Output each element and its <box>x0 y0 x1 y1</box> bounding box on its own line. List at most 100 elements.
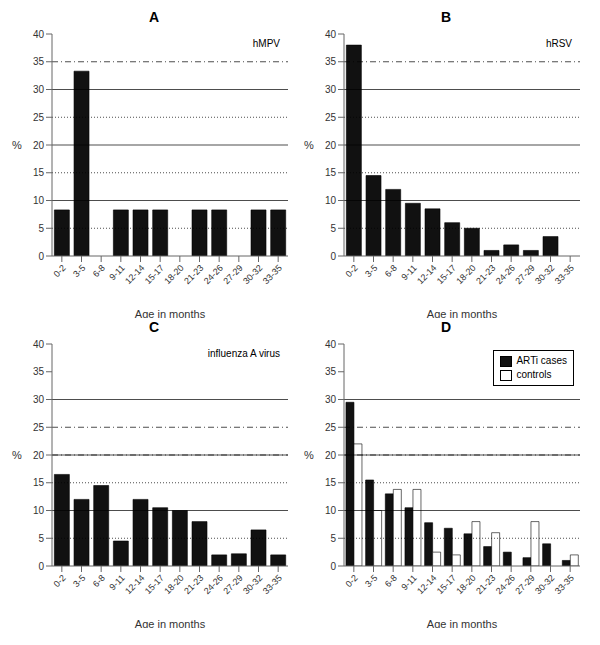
svg-text:18-20: 18-20 <box>454 263 477 286</box>
svg-text:21-23: 21-23 <box>182 263 205 286</box>
svg-text:10: 10 <box>325 195 337 206</box>
svg-text:30: 30 <box>33 394 45 405</box>
svg-text:18-20: 18-20 <box>162 263 185 286</box>
svg-text:9-11: 9-11 <box>107 572 127 593</box>
svg-text:3-5: 3-5 <box>71 573 87 589</box>
svg-text:15-17: 15-17 <box>143 573 166 596</box>
html-text:A: A <box>148 9 160 25</box>
svg-text:24-26: 24-26 <box>202 573 225 596</box>
svg-text:15-17: 15-17 <box>435 573 458 596</box>
html-text:D: D <box>440 319 452 335</box>
svg-text:5: 5 <box>330 533 336 544</box>
svg-text:35: 35 <box>33 366 45 377</box>
svg-text:33-35: 33-35 <box>261 263 284 286</box>
svg-text:20: 20 <box>325 450 337 461</box>
svg-text:33-35: 33-35 <box>553 573 576 596</box>
svg-text:0-2: 0-2 <box>51 263 67 279</box>
svg-text:30-32: 30-32 <box>533 573 556 596</box>
svg-text:27-29: 27-29 <box>221 263 244 286</box>
svg-text:0: 0 <box>330 251 336 262</box>
svg-text:15: 15 <box>325 167 337 178</box>
html-text:ARTi cases: ARTi cases <box>516 355 567 366</box>
svg-text:21-23: 21-23 <box>474 263 497 286</box>
svg-text:6-8: 6-8 <box>91 263 107 279</box>
svg-text:25: 25 <box>33 112 45 123</box>
svg-text:18-20: 18-20 <box>454 573 477 596</box>
svg-text:Age in months: Age in months <box>135 618 206 628</box>
svg-text:3-5: 3-5 <box>363 263 379 279</box>
svg-text:10: 10 <box>325 505 337 516</box>
svg-text:20: 20 <box>325 140 337 151</box>
svg-text:0-2: 0-2 <box>343 263 359 279</box>
svg-text:5: 5 <box>330 223 336 234</box>
svg-text:27-29: 27-29 <box>221 573 244 596</box>
svg-text:5: 5 <box>38 223 44 234</box>
svg-text:12-14: 12-14 <box>415 573 438 596</box>
html-text:C: C <box>148 319 160 335</box>
svg-text:0: 0 <box>330 561 336 572</box>
svg-text:24-26: 24-26 <box>494 263 517 286</box>
svg-text:12-14: 12-14 <box>415 263 438 286</box>
svg-text:5: 5 <box>38 533 44 544</box>
svg-text:Age in months: Age in months <box>135 308 206 318</box>
svg-text:9-11: 9-11 <box>399 262 419 283</box>
svg-text:15: 15 <box>33 167 45 178</box>
svg-text:24-26: 24-26 <box>494 573 517 596</box>
svg-text:25: 25 <box>33 422 45 433</box>
svg-text:33-35: 33-35 <box>261 573 284 596</box>
svg-text:25: 25 <box>325 112 337 123</box>
svg-text:30-32: 30-32 <box>241 573 264 596</box>
html-text:hMPV: hMPV <box>252 38 280 49</box>
svg-text:18-20: 18-20 <box>162 573 185 596</box>
svg-text:24-26: 24-26 <box>202 263 225 286</box>
svg-text:0: 0 <box>38 561 44 572</box>
svg-text:40: 40 <box>33 29 45 40</box>
svg-text:0-2: 0-2 <box>343 573 359 589</box>
svg-text:27-29: 27-29 <box>513 573 536 596</box>
svg-text:33-35: 33-35 <box>553 263 576 286</box>
svg-text:35: 35 <box>325 56 337 67</box>
svg-text:40: 40 <box>325 29 337 40</box>
svg-text:6-8: 6-8 <box>91 573 107 589</box>
svg-text:Age in months: Age in months <box>427 618 498 628</box>
svg-text:15: 15 <box>33 477 45 488</box>
svg-text:15-17: 15-17 <box>143 263 166 286</box>
svg-text:30: 30 <box>325 394 337 405</box>
svg-text:20: 20 <box>33 450 45 461</box>
svg-text:21-23: 21-23 <box>474 573 497 596</box>
html-text:B: B <box>440 9 452 25</box>
svg-text:35: 35 <box>33 56 45 67</box>
svg-text:0-2: 0-2 <box>51 573 67 589</box>
svg-text:30-32: 30-32 <box>241 263 264 286</box>
svg-text:10: 10 <box>33 505 45 516</box>
svg-text:20: 20 <box>33 140 45 151</box>
svg-text:6-8: 6-8 <box>383 263 399 279</box>
svg-text:0: 0 <box>38 251 44 262</box>
svg-text:10: 10 <box>33 195 45 206</box>
svg-text:9-11: 9-11 <box>107 262 127 283</box>
svg-text:3-5: 3-5 <box>363 573 379 589</box>
svg-text:25: 25 <box>325 422 337 433</box>
html-text:influenza A virus: influenza A virus <box>207 348 280 359</box>
svg-text:12-14: 12-14 <box>123 573 146 596</box>
svg-text:9-11: 9-11 <box>399 572 419 593</box>
svg-text:27-29: 27-29 <box>513 263 536 286</box>
svg-text:35: 35 <box>325 366 337 377</box>
svg-text:%: % <box>304 449 314 461</box>
svg-text:40: 40 <box>325 339 337 350</box>
html-text:hRSV: hRSV <box>545 38 572 49</box>
svg-text:%: % <box>12 139 22 151</box>
svg-text:3-5: 3-5 <box>71 263 87 279</box>
svg-text:40: 40 <box>33 339 45 350</box>
svg-text:15: 15 <box>325 477 337 488</box>
svg-text:30: 30 <box>325 84 337 95</box>
svg-text:Age in months: Age in months <box>427 308 498 318</box>
svg-text:6-8: 6-8 <box>383 573 399 589</box>
svg-text:%: % <box>304 139 314 151</box>
svg-text:30: 30 <box>33 84 45 95</box>
svg-text:12-14: 12-14 <box>123 263 146 286</box>
svg-text:21-23: 21-23 <box>182 573 205 596</box>
svg-text:15-17: 15-17 <box>435 263 458 286</box>
svg-text:%: % <box>12 449 22 461</box>
svg-text:30-32: 30-32 <box>533 263 556 286</box>
